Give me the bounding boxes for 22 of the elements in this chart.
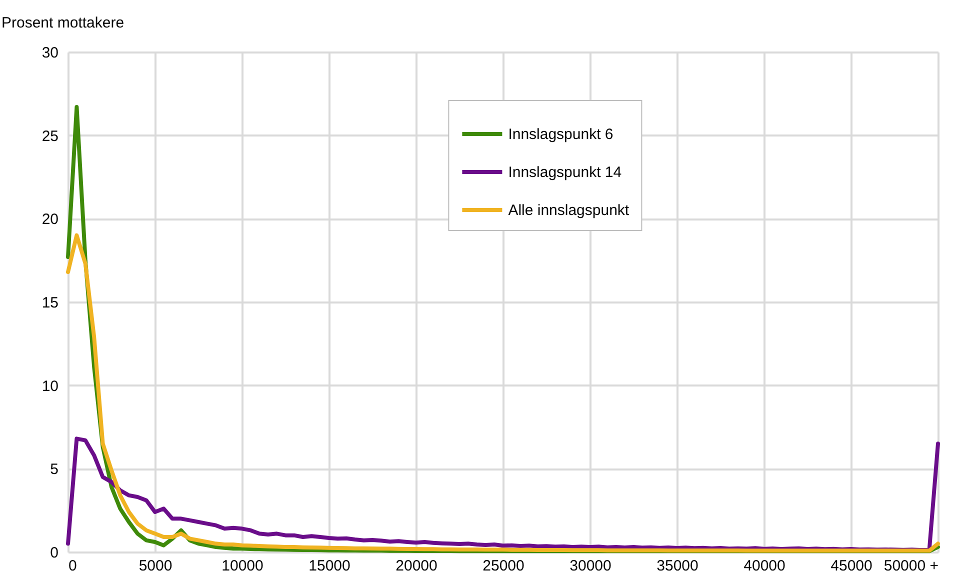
legend-label: Innslagspunkt 6	[508, 126, 614, 143]
x-tick-label: 45000	[830, 558, 872, 574]
legend-label: Alle innslagspunkt	[508, 202, 630, 219]
x-tick-label: 0	[68, 558, 77, 574]
x-tick-label: 10000	[222, 558, 264, 574]
y-tick-label: 0	[50, 544, 58, 562]
x-tick-label: 40000	[744, 558, 786, 574]
x-tick-label: 20000	[396, 558, 438, 574]
y-tick-label: 15	[42, 294, 58, 312]
y-tick-label: 30	[42, 44, 58, 62]
x-tick-label: 50000 +	[884, 558, 939, 574]
y-tick-label: 5	[50, 461, 58, 478]
x-tick-label: 5000	[138, 558, 172, 574]
x-tick-label: 35000	[656, 558, 698, 574]
x-tick-label: 15000	[308, 558, 350, 574]
legend-label: Innslagspunkt 14	[508, 164, 622, 181]
x-tick-label: 30000	[570, 558, 612, 574]
x-tick-label: 25000	[482, 558, 524, 574]
y-tick-label: 10	[42, 378, 58, 395]
y-tick-label: 25	[42, 128, 58, 145]
y-axis-title: Prosent mottakere	[2, 14, 124, 32]
y-tick-label: 20	[42, 211, 58, 228]
